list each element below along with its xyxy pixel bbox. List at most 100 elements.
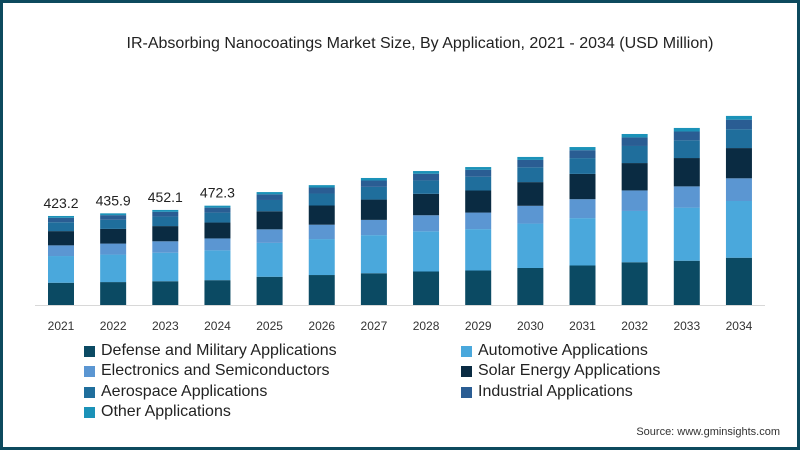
legend-swatch <box>84 345 95 357</box>
x-tick-label: 2030 <box>517 319 544 333</box>
bar-segment-2034-2 <box>725 178 752 202</box>
x-tick-label: 2022 <box>100 319 127 333</box>
bar-segment-2025-5 <box>256 194 283 200</box>
bar-segment-2024-5 <box>204 207 231 213</box>
legend-label: Electronics and Semiconductors <box>101 362 330 379</box>
bar-segment-2030-5 <box>517 159 544 168</box>
bar-segment-2031-0 <box>569 265 596 305</box>
bar-segment-2022-3 <box>100 228 127 244</box>
legend-label: Industrial Applications <box>478 383 633 400</box>
bar-segment-2022-0 <box>100 282 127 305</box>
bar-segment-2026-1 <box>308 239 335 276</box>
x-tick-label: 2032 <box>621 319 648 333</box>
legend-swatch <box>461 345 472 357</box>
bar-segment-2032-4 <box>621 145 648 164</box>
bar-segment-2023-3 <box>152 226 179 242</box>
bar-segment-2032-3 <box>621 163 648 191</box>
bar-segment-2029-5 <box>465 169 492 177</box>
bar-segment-2033-6 <box>673 127 700 132</box>
bar-segment-2027-3 <box>360 199 387 220</box>
bar-segment-2022-1 <box>100 254 127 283</box>
bar-segment-2022-4 <box>100 219 127 229</box>
bar-segment-2024-0 <box>204 280 231 305</box>
bar-segment-2023-1 <box>152 252 179 282</box>
bar-segment-2023-4 <box>152 216 179 227</box>
x-tick-label: 2031 <box>569 319 596 333</box>
total-data-label: 472.3 <box>200 185 235 201</box>
bar-segment-2033-1 <box>673 207 700 261</box>
bar-segment-2031-2 <box>569 199 596 219</box>
bar-segment-2030-4 <box>517 167 544 183</box>
bar-segment-2027-6 <box>360 177 387 181</box>
bar-segment-2026-4 <box>308 193 335 206</box>
legend-label: Aerospace Applications <box>101 383 268 400</box>
bar-segment-2028-0 <box>413 271 440 305</box>
bar-segment-2034-1 <box>725 201 752 258</box>
bar-segment-2025-0 <box>256 276 283 305</box>
bar-segment-2029-3 <box>465 190 492 213</box>
bar-segment-2032-0 <box>621 262 648 305</box>
total-data-label: 452.1 <box>148 189 183 205</box>
bar-segment-2029-2 <box>465 212 492 230</box>
bar-segment-2029-1 <box>465 229 492 271</box>
bar-segment-2023-0 <box>152 281 179 305</box>
total-data-label: 435.9 <box>96 192 131 208</box>
bar-segment-2032-5 <box>621 137 648 146</box>
bar-segment-2021-2 <box>48 245 74 257</box>
bar-segment-2021-3 <box>48 231 74 246</box>
bar-segment-2025-3 <box>256 211 283 230</box>
bar-segment-2030-1 <box>517 223 544 268</box>
bar-segment-2030-0 <box>517 267 544 305</box>
bar-segment-2026-0 <box>308 275 335 305</box>
bar-segment-2022-2 <box>100 243 127 255</box>
bar-segment-2023-6 <box>152 209 179 212</box>
bar-segment-2030-3 <box>517 182 544 206</box>
bar-segment-2026-5 <box>308 187 335 194</box>
legend-item: Aerospace Applications <box>84 383 267 401</box>
legend-item: Defense and Military Applications <box>84 342 337 360</box>
legend-label: Automotive Applications <box>478 342 648 359</box>
x-tick-label: 2034 <box>726 319 753 333</box>
bar-segment-2034-3 <box>725 148 752 179</box>
bar-segment-2022-6 <box>100 213 127 216</box>
x-tick-label: 2029 <box>465 319 492 333</box>
bar-segment-2024-4 <box>204 212 231 223</box>
bar-segment-2029-0 <box>465 270 492 305</box>
bar-segment-2031-4 <box>569 158 596 174</box>
bar-segment-2024-2 <box>204 238 231 251</box>
bar-segment-2033-0 <box>673 260 700 305</box>
bar-segment-2021-5 <box>48 217 74 223</box>
bar-segment-2026-6 <box>308 185 335 188</box>
x-tick-label: 2033 <box>673 319 700 333</box>
x-tick-label: 2026 <box>308 319 335 333</box>
bar-segment-2033-5 <box>673 131 700 141</box>
x-tick-label: 2028 <box>413 319 440 333</box>
bar-segment-2025-6 <box>256 192 283 195</box>
total-data-label: 423.2 <box>43 195 78 211</box>
legend-item: Solar Energy Applications <box>461 362 660 380</box>
legend-swatch <box>84 406 95 418</box>
source-note: Source: www.gminsights.com <box>636 426 780 438</box>
bar-segment-2024-3 <box>204 222 231 239</box>
bar-segment-2029-4 <box>465 176 492 191</box>
legend-label: Defense and Military Applications <box>101 342 337 359</box>
bar-segment-2028-3 <box>413 193 440 216</box>
bar-segment-2031-3 <box>569 173 596 200</box>
bar-segment-2026-2 <box>308 224 335 240</box>
bar-segment-2027-4 <box>360 186 387 200</box>
bar-segment-2023-5 <box>152 211 179 217</box>
legend-item: Automotive Applications <box>461 342 648 360</box>
bar-segment-2028-5 <box>413 173 440 181</box>
bar-segment-2026-3 <box>308 205 335 225</box>
legend-item: Industrial Applications <box>461 383 633 401</box>
bar-segment-2025-4 <box>256 199 283 212</box>
bar-segment-2030-6 <box>517 156 544 160</box>
bar-segment-2032-2 <box>621 190 648 211</box>
bar-segment-2032-6 <box>621 133 648 138</box>
bar-segment-2021-0 <box>48 282 74 305</box>
bar-segment-2034-0 <box>725 257 752 305</box>
legend-label: Other Applications <box>101 403 231 420</box>
legend-swatch <box>84 365 95 377</box>
